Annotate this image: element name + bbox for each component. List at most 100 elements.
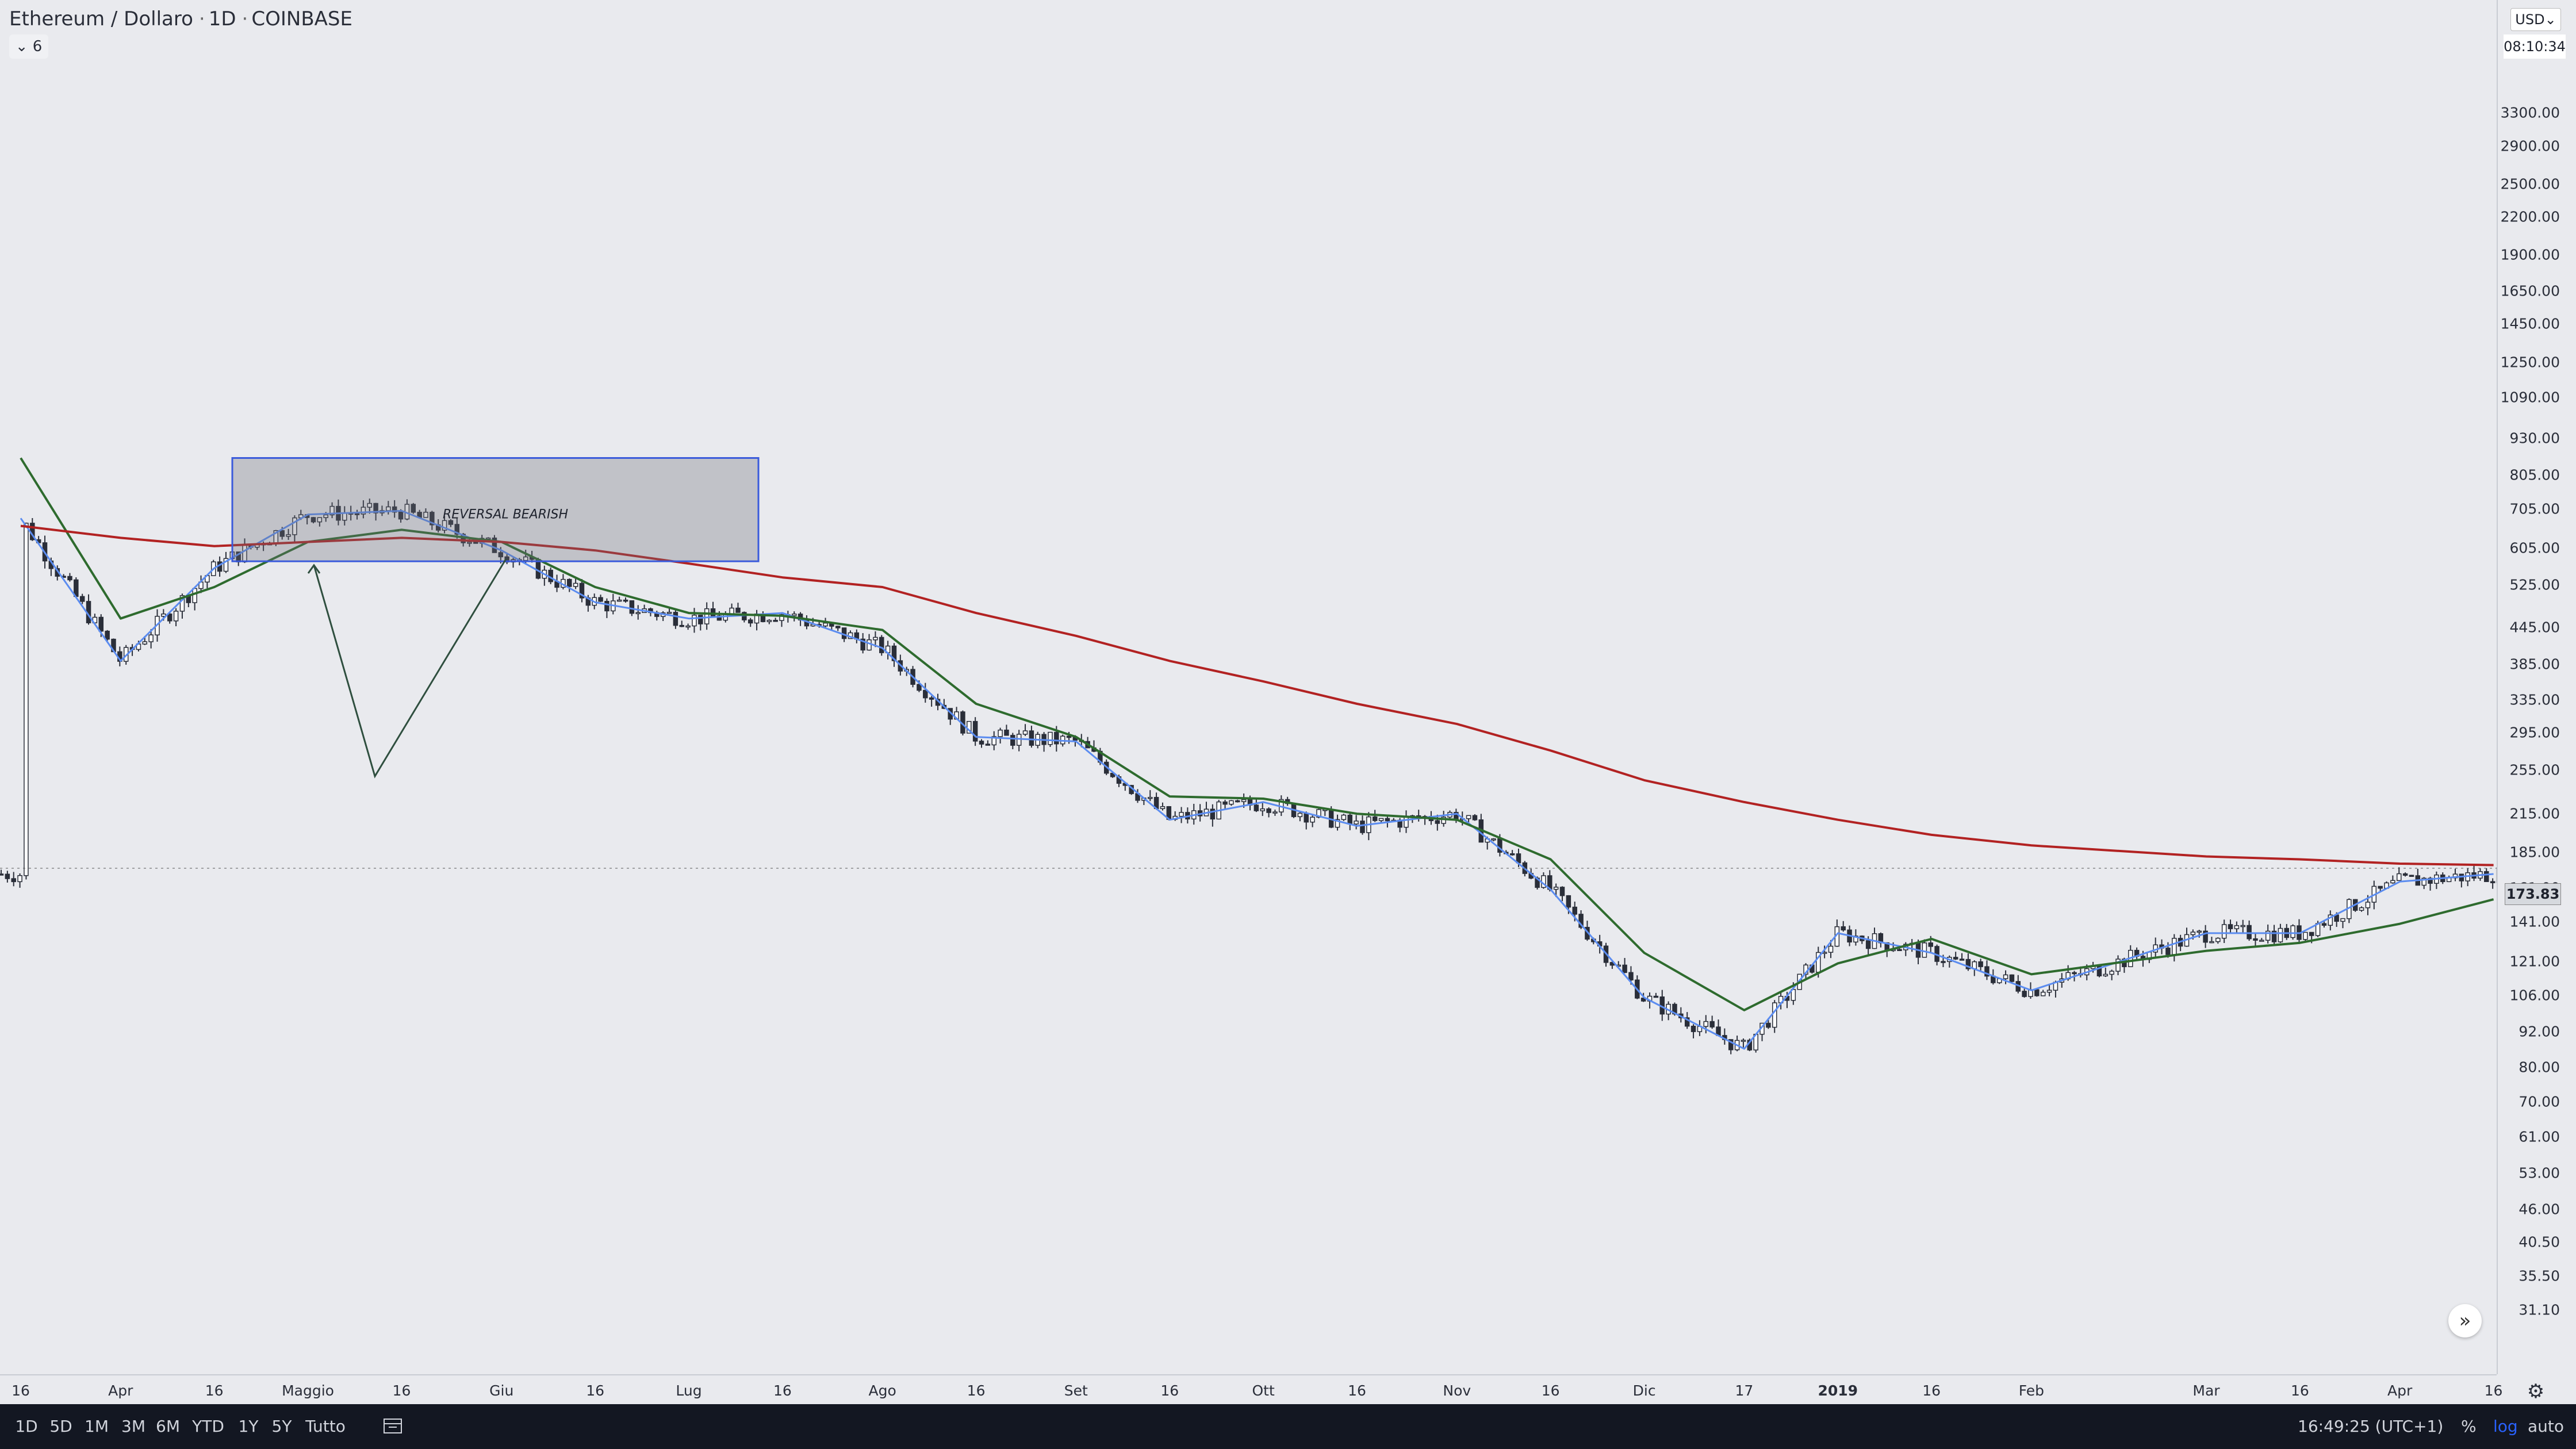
time-label: Maggio [282, 1382, 334, 1399]
gear-icon[interactable]: ⚙ [2527, 1380, 2545, 1403]
auto-scale-button[interactable]: auto [2528, 1417, 2564, 1436]
candle [598, 597, 603, 602]
price-chart[interactable]: REVERSAL BEARISH [0, 0, 2497, 1374]
time-label: 16 [773, 1382, 792, 1399]
candle [1235, 800, 1240, 803]
time-label: Apr [2387, 1382, 2413, 1399]
time-label: Ago [868, 1382, 896, 1399]
candle [2103, 973, 2109, 976]
candle [1272, 811, 1278, 814]
candle [1016, 734, 1022, 746]
candle [2228, 924, 2233, 929]
range-button[interactable]: 5D [49, 1417, 72, 1436]
price-label: 31.10 [2518, 1301, 2560, 1318]
timezone-clock[interactable]: 16:49:25 (UTC+1) [2298, 1417, 2444, 1436]
candle [2309, 931, 2314, 936]
arrowhead [307, 564, 321, 574]
indicator-count: 6 [32, 38, 43, 55]
currency-selector[interactable]: USD ⌄ [2510, 8, 2561, 31]
candle [1572, 906, 1577, 915]
candle [2240, 925, 2245, 927]
candle [535, 559, 541, 579]
candle [2221, 924, 2227, 939]
candle [1310, 816, 1315, 823]
range-button[interactable]: 3M [121, 1417, 145, 1436]
candle [467, 542, 472, 544]
interval-label[interactable]: 1D [208, 7, 236, 30]
candle [2303, 931, 2308, 940]
range-button[interactable]: 1D [15, 1417, 38, 1436]
candle [773, 620, 778, 622]
last-price-tag: 173.83 [2505, 883, 2561, 905]
percent-scale-button[interactable]: % [2461, 1417, 2477, 1436]
time-scale[interactable]: 16 Apr 16 Maggio 16 Giu 16 Lug 16 Ago 16 Set 16 Ott 16… [0, 1374, 2502, 1405]
candle [2396, 873, 2402, 881]
candle [5, 873, 10, 879]
candle [411, 504, 416, 513]
candle [579, 582, 585, 599]
candle [1297, 812, 1303, 818]
price-label: 1250.00 [2500, 354, 2560, 371]
candle [361, 507, 366, 515]
candle [1984, 966, 1989, 977]
range-button[interactable]: 1M [85, 1417, 109, 1436]
candle [0, 873, 4, 876]
range-button[interactable]: 5Y [271, 1417, 292, 1436]
candle [1578, 914, 1584, 928]
candle [1029, 730, 1034, 746]
price-label: 605.00 [2509, 539, 2560, 557]
candle [1110, 772, 1116, 777]
candle [1004, 729, 1009, 736]
candle [454, 524, 460, 535]
range-button[interactable]: YTD [192, 1417, 224, 1436]
candle [1622, 964, 1627, 973]
date-range-icon[interactable] [382, 1416, 405, 1436]
candle [1466, 815, 1471, 819]
time-label: 16 [1160, 1382, 1179, 1399]
time-label: 16 [1348, 1382, 1366, 1399]
candle [2490, 881, 2496, 883]
candle [972, 720, 978, 742]
candle [430, 512, 435, 526]
candle [2265, 930, 2271, 941]
candle [1941, 961, 1946, 963]
candle [823, 622, 828, 627]
price-scale[interactable]: 3300.00 2900.00 2500.00 2200.00 1900.00 1650.… [2497, 0, 2576, 1374]
candle [679, 624, 684, 627]
candle [1828, 945, 1834, 953]
log-scale-button[interactable]: log [2493, 1417, 2518, 1436]
chart-area[interactable]: REVERSAL BEARISH [0, 0, 2497, 1374]
candle [1772, 1002, 1777, 1028]
candle [923, 689, 928, 699]
candle [2378, 885, 2383, 889]
symbol-name[interactable]: Ethereum / Dollaro [9, 7, 193, 30]
time-label: 16 [586, 1382, 605, 1399]
time-label: 16 [967, 1382, 986, 1399]
indicators-toggle[interactable]: ⌄ 6 [9, 34, 48, 59]
price-label: 705.00 [2509, 500, 2560, 518]
candle [392, 506, 397, 513]
price-label: 255.00 [2509, 761, 2560, 779]
range-button[interactable]: Tutto [305, 1417, 346, 1436]
candle [2290, 925, 2295, 938]
candle [473, 542, 478, 544]
range-button[interactable]: 1Y [238, 1417, 259, 1436]
candle [354, 513, 360, 515]
candle [2234, 925, 2240, 929]
candle [1341, 814, 1347, 821]
scroll-to-realtime-button[interactable]: » [2448, 1304, 2482, 1337]
candle [1841, 926, 1846, 931]
candle [1360, 821, 1365, 833]
candle [367, 503, 372, 508]
candle [879, 637, 884, 653]
candle [1241, 799, 1247, 802]
candle [604, 601, 610, 612]
candle [2421, 877, 2426, 886]
candle [2034, 989, 2040, 996]
price-label: 185.00 [2509, 844, 2560, 861]
range-button[interactable]: 6M [156, 1417, 180, 1436]
candle [704, 608, 710, 624]
candle [2209, 941, 2214, 944]
candle [1928, 942, 1933, 947]
price-label: 80.00 [2518, 1059, 2560, 1076]
